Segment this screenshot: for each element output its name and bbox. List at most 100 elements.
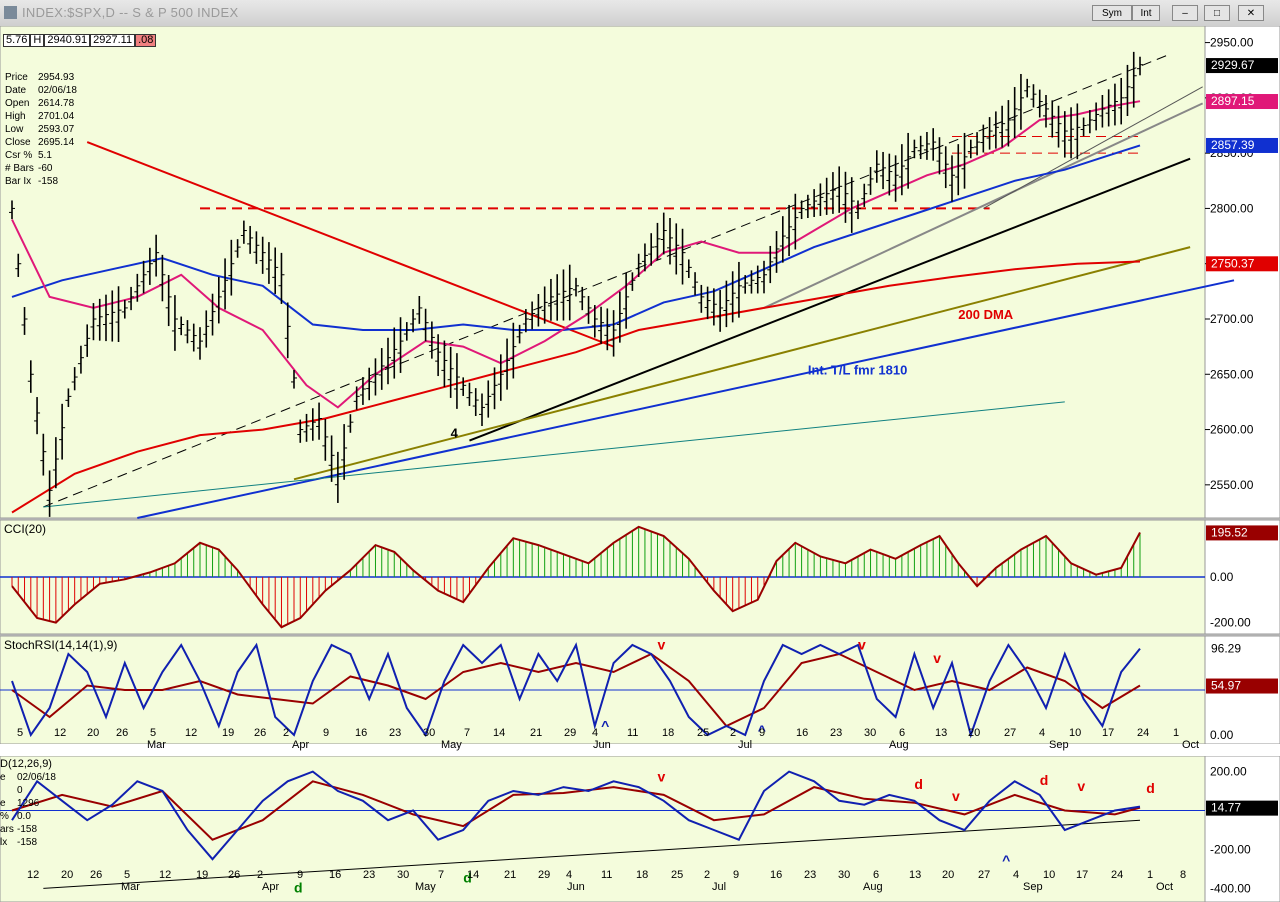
- dw-value: 2695.14: [38, 137, 75, 148]
- x-day-label-bottom: 12: [27, 869, 39, 881]
- x-day-label-bottom: 6: [873, 869, 879, 881]
- macd-marker: d: [1146, 780, 1155, 796]
- y-tick-label: 2650.00: [1210, 367, 1254, 381]
- mdw-label: lx: [0, 837, 8, 848]
- x-day-label: 7: [464, 727, 470, 739]
- app-icon: [4, 6, 17, 19]
- stochrsi-marker: v: [657, 637, 665, 653]
- macd-data-window: D(12,26,9) e 02/06/18 0 e 1296 % 0.0 ars -15…: [0, 758, 56, 849]
- dw-row: Csr % 5.1: [5, 149, 77, 162]
- x-day-label: 4: [592, 727, 598, 739]
- x-month-label-bottom: Oct: [1156, 881, 1173, 893]
- mdw-label: [0, 784, 17, 797]
- ma50-line: [11, 144, 1141, 331]
- dw-value: -60: [38, 163, 53, 174]
- macd-tick-label: -200.00: [1210, 842, 1251, 856]
- price-value-tag-bg: [1206, 58, 1278, 74]
- x-day-label: 18: [662, 727, 674, 739]
- macd-marker: d: [463, 870, 472, 886]
- x-day-label-bottom: 13: [909, 869, 921, 881]
- x-day-label: 20: [968, 727, 980, 739]
- dw-label: Low: [5, 124, 24, 135]
- minimize-button[interactable]: –: [1172, 5, 1198, 21]
- x-day-label: 2: [730, 727, 736, 739]
- cci-tick-label: 0.00: [1210, 570, 1234, 584]
- x-day-label: 5: [17, 727, 23, 739]
- dw-label: # Bars: [5, 163, 34, 174]
- price-value-tag: 2929.67: [1211, 58, 1255, 72]
- price-value-tag-bg: [1206, 137, 1278, 153]
- x-day-label-bottom: 7: [438, 869, 444, 881]
- x-month-label: Jun: [593, 739, 611, 751]
- x-day-label-bottom: 17: [1076, 869, 1088, 881]
- x-day-label: 16: [796, 727, 808, 739]
- macd-marker: d: [1040, 772, 1049, 788]
- x-day-label: 11: [627, 727, 638, 739]
- x-day-label: 21: [530, 727, 542, 739]
- trendline: [983, 86, 1203, 209]
- ohlc-3: 2927.11: [90, 34, 136, 47]
- mdw-row: lx -158: [0, 836, 56, 849]
- x-day-label: 29: [564, 727, 576, 739]
- macd-marker: v: [1077, 778, 1085, 794]
- maximize-button[interactable]: □: [1204, 5, 1230, 21]
- price-value-tag-bg: [1206, 94, 1278, 110]
- x-month-label-bottom: Sep: [1023, 881, 1043, 893]
- dw-label: Close: [5, 137, 31, 148]
- annotation-label: 200 DMA: [958, 307, 1014, 322]
- ma200-line: [11, 260, 1141, 514]
- dw-value: -158: [38, 176, 59, 187]
- x-day-label-bottom: 23: [363, 869, 375, 881]
- window-titlebar: INDEX:$SPX,D -- S & P 500 INDEX Sym Int …: [0, 0, 1280, 27]
- x-day-label: 24: [1137, 727, 1149, 739]
- x-day-label-bottom: 12: [159, 869, 171, 881]
- stochrsi-marker: v: [858, 637, 866, 653]
- int-button[interactable]: Int: [1132, 5, 1160, 21]
- x-day-label: 12: [54, 727, 66, 739]
- price-value-tag: 2750.37: [1211, 256, 1255, 270]
- macd-line: [11, 770, 1141, 861]
- x-day-label-bottom: 8: [1180, 869, 1186, 881]
- x-month-label-bottom: Aug: [863, 881, 883, 893]
- x-month-label-bottom: Jun: [567, 881, 585, 893]
- x-month-label: Aug: [889, 739, 909, 751]
- x-day-label-bottom: 9: [297, 869, 303, 881]
- x-day-label-bottom: 29: [538, 869, 550, 881]
- macd-trendline: [43, 819, 1141, 889]
- mdw-row: D(12,26,9): [0, 758, 56, 771]
- dw-row: Low 2593.07: [5, 123, 77, 136]
- dw-row: Close 2695.14: [5, 136, 77, 149]
- x-day-label-bottom: 30: [397, 869, 409, 881]
- y-tick-label: 2700.00: [1210, 312, 1254, 326]
- x-day-label-bottom: 14: [467, 869, 479, 881]
- x-day-label: 2: [283, 727, 289, 739]
- trendline: [763, 102, 1204, 309]
- macd-tick-label: -400.00: [1210, 881, 1251, 895]
- x-day-label: 17: [1102, 727, 1114, 739]
- sym-button[interactable]: Sym: [1092, 5, 1132, 21]
- ohlc-0: 5.76: [3, 34, 31, 47]
- x-month-label: Jul: [738, 739, 752, 751]
- x-day-label: 12: [185, 727, 197, 739]
- dw-row: Price 2954.93: [5, 71, 77, 84]
- macd-marker: v: [952, 788, 960, 804]
- x-day-label-bottom: 11: [601, 869, 612, 881]
- dw-label: Date: [5, 85, 27, 96]
- stochrsi-title: StochRSI(14,14(1),9): [4, 638, 117, 652]
- x-day-label: 5: [150, 727, 156, 739]
- x-day-label-bottom: 10: [1043, 869, 1055, 881]
- cci-line: [11, 525, 1141, 629]
- stochrsi-marker: ^: [758, 722, 766, 738]
- mdw-label: e: [0, 772, 6, 783]
- stochrsi-tick-label: 0.00: [1210, 728, 1234, 742]
- x-day-label: 19: [222, 727, 234, 739]
- close-button[interactable]: ✕: [1238, 5, 1264, 21]
- x-day-label: 16: [355, 727, 367, 739]
- stochrsi-marker: ^: [601, 718, 609, 734]
- x-day-label: 20: [87, 727, 99, 739]
- chart-canvas[interactable]: 2550.002600.002650.002700.002750.002800.…: [0, 26, 1280, 902]
- macd-marker: v: [657, 768, 665, 784]
- macd-tick-label: 200.00: [1210, 765, 1247, 779]
- mdw-value: 0.0: [17, 811, 31, 822]
- mdw-label: ars: [0, 824, 14, 835]
